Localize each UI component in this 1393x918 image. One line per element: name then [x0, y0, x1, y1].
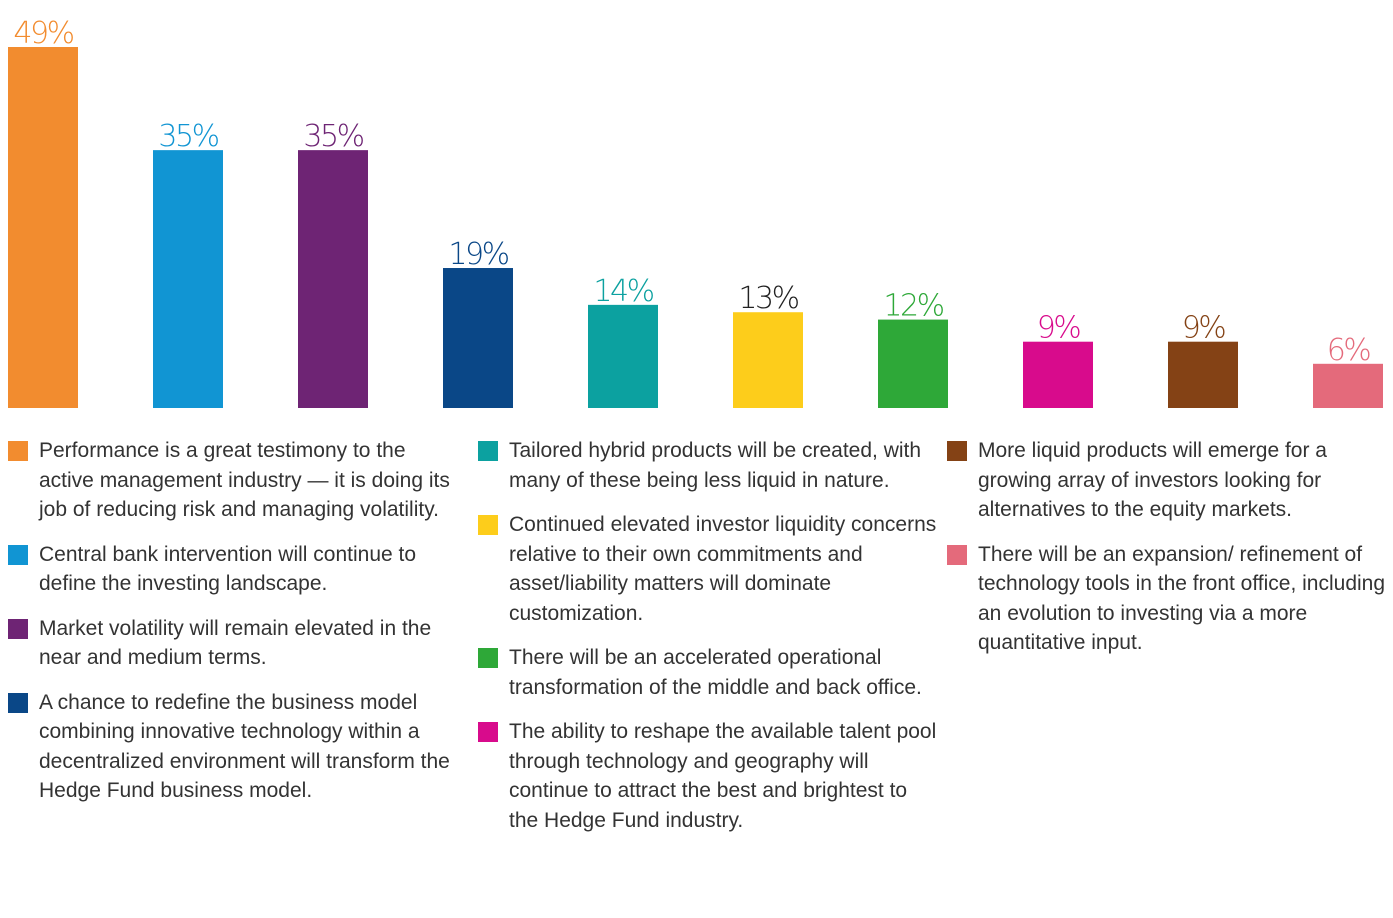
- bar-value-label: 19%: [448, 237, 508, 272]
- legend-text: A chance to redefine the business model …: [39, 690, 450, 803]
- legend-column-1: Performance is a great testimony to the …: [8, 436, 458, 821]
- bar-value-label: 9%: [1037, 311, 1081, 346]
- bar: [8, 47, 78, 408]
- bar-chart: 49% 35% 35% 19% 14% 13% 12% 9% 9% 6%: [8, 16, 1383, 408]
- legend-swatch: [478, 515, 498, 535]
- bar: [153, 150, 223, 408]
- legend-item: There will be an accelerated operational…: [478, 643, 938, 702]
- bar-value-label: 6%: [1327, 333, 1371, 368]
- legend-text: Central bank intervention will continue …: [39, 542, 417, 596]
- bar: [878, 319, 948, 408]
- legend-text: There will be an accelerated operational…: [509, 646, 922, 699]
- legend-column-2: Tailored hybrid products will be created…: [478, 436, 938, 850]
- bar-value-label: 13%: [738, 281, 798, 316]
- legend-text: The ability to reshape the available tal…: [509, 720, 937, 832]
- bar-value-label: 49%: [13, 16, 73, 51]
- legend-swatch: [8, 544, 28, 565]
- legend-item: More liquid products will emerge for a g…: [947, 436, 1391, 525]
- legend-text: Tailored hybrid products will be created…: [509, 439, 922, 492]
- legend-item: Performance is a great testimony to the …: [8, 436, 458, 525]
- legend-swatch: [478, 722, 498, 742]
- bar: [1168, 341, 1238, 408]
- bar-value-label: 9%: [1182, 311, 1226, 346]
- bar-value-label: 12%: [883, 289, 943, 324]
- bar: [733, 312, 803, 408]
- legend-item: Continued elevated investor liquidity co…: [478, 510, 938, 628]
- legend-column-3: More liquid products will emerge for a g…: [947, 436, 1391, 673]
- legend-item: There will be an expansion/ refinement o…: [947, 540, 1391, 658]
- bar: [298, 150, 368, 408]
- bar: [443, 268, 513, 408]
- legend-item: Central bank intervention will continue …: [8, 540, 458, 599]
- legend-swatch: [8, 618, 28, 639]
- bar-value-label: 14%: [593, 274, 653, 309]
- legend-text: There will be an expansion/ refinement o…: [978, 542, 1386, 655]
- bar-value-label: 35%: [158, 119, 218, 154]
- legend-item: A chance to redefine the business model …: [8, 688, 458, 806]
- legend-item: The ability to reshape the available tal…: [478, 717, 938, 835]
- bar: [1313, 363, 1383, 408]
- legend-swatch: [478, 648, 498, 668]
- legend-swatch: [947, 544, 967, 565]
- legend-swatch: [947, 441, 967, 461]
- bar: [1023, 341, 1093, 408]
- legend-text: Continued elevated investor liquidity co…: [509, 513, 937, 625]
- bar-value-label: 35%: [303, 119, 363, 154]
- legend-swatch: [8, 441, 28, 461]
- legend-swatch: [478, 441, 498, 461]
- legend-text: More liquid products will emerge for a g…: [978, 439, 1327, 521]
- bar: [588, 304, 658, 408]
- legend-item: Market volatility will remain elevated i…: [8, 614, 458, 673]
- legend-text: Market volatility will remain elevated i…: [39, 616, 432, 670]
- legend-swatch: [8, 692, 28, 713]
- legend-text: Performance is a great testimony to the …: [39, 439, 450, 521]
- legend-item: Tailored hybrid products will be created…: [478, 436, 938, 495]
